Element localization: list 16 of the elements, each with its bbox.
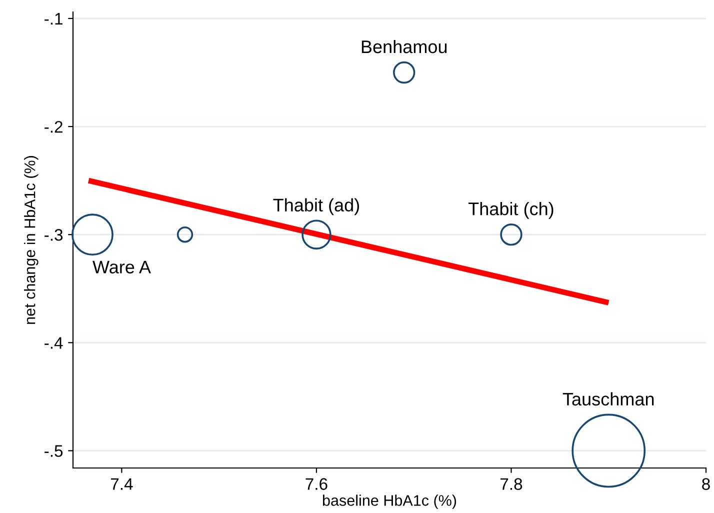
annotation: Thabit (ch) <box>468 202 554 219</box>
x-tick-label: 7.8 <box>500 478 522 490</box>
x-tick-label: 7.6 <box>306 478 328 490</box>
y-tick-label: -.5 <box>44 445 63 457</box>
x-tick-label: 8 <box>702 478 710 490</box>
y-tick-label: -.2 <box>44 120 62 133</box>
y-tick-label: -.1 <box>44 13 62 25</box>
annotation: Tauschman <box>562 392 654 406</box>
y-axis-title: net change in HbA1c (%) <box>24 156 38 324</box>
y-tick-label: -.4 <box>44 337 63 349</box>
y-tick-label: -.3 <box>44 229 63 241</box>
annotation: Ware A <box>92 260 151 274</box>
annotation: Thabit (ad) <box>273 198 359 216</box>
annotation: Benhamou <box>362 40 447 54</box>
x-axis-title: baseline HbA1c (%) <box>322 494 456 509</box>
x-tick-label: 7.4 <box>110 478 133 490</box>
